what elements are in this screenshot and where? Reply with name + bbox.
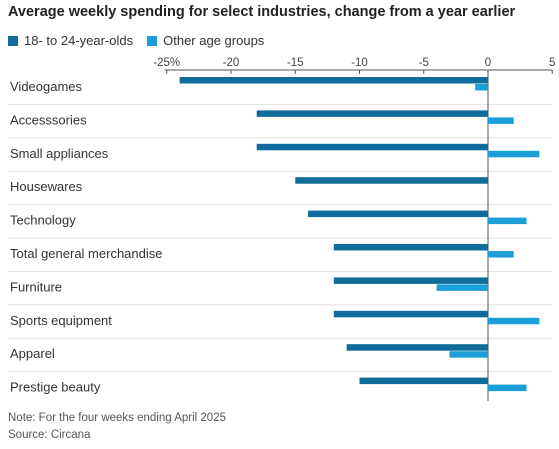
legend-swatch-other-ages: [147, 35, 158, 46]
category-label: Housewares: [10, 179, 83, 194]
chart-source: Source: Circana: [8, 429, 91, 441]
x-tick-label: -10: [351, 57, 368, 69]
x-tick-label: -5: [419, 57, 429, 69]
legend-label-18-to-24: 18- to 24-year-olds: [24, 33, 134, 48]
x-tick-label: -15: [287, 57, 304, 69]
bar-other-ages: [436, 284, 488, 291]
bar-other-ages: [488, 217, 527, 225]
category-label: Small appliances: [10, 146, 109, 161]
bar-other-ages: [488, 150, 540, 158]
bar-18-to-24: [333, 244, 488, 251]
legend-swatch-18-to-24: [8, 35, 18, 46]
bar-18-to-24: [333, 310, 488, 318]
bar-other-ages: [475, 84, 488, 91]
bar-18-to-24: [346, 344, 488, 351]
bar-other-ages: [488, 251, 514, 258]
bar-18-to-24: [295, 177, 488, 184]
x-tick-label: 5: [549, 57, 555, 69]
category-label: Furniture: [10, 279, 62, 294]
bar-other-ages: [449, 351, 488, 358]
category-label: Accesssories: [10, 112, 87, 127]
chart-title: Average weekly spending for select indus…: [8, 4, 516, 20]
bar-18-to-24: [256, 143, 488, 151]
category-label: Technology: [10, 213, 76, 228]
bar-18-to-24: [333, 277, 488, 284]
bar-other-ages: [488, 384, 527, 392]
category-label: Sports equipment: [10, 313, 112, 328]
category-label: Videogames: [10, 79, 83, 94]
x-tick-label: -25%: [153, 57, 180, 69]
category-label: Total general merchandise: [10, 246, 162, 261]
x-tick-label: 0: [485, 57, 491, 69]
legend-item-other-ages: Other age groups: [147, 33, 264, 48]
x-tick-label: -20: [223, 57, 240, 69]
legend-item-18-to-24: 18- to 24-year-olds: [8, 33, 133, 48]
category-label: Prestige beauty: [10, 380, 101, 395]
bar-other-ages: [488, 317, 540, 325]
legend: 18- to 24-year-olds Other age groups: [8, 33, 278, 48]
bar-18-to-24: [256, 110, 488, 117]
bar-other-ages: [488, 117, 514, 124]
legend-label-other-ages: Other age groups: [163, 33, 265, 48]
bar-18-to-24: [308, 210, 488, 218]
bar-18-to-24: [179, 77, 488, 84]
bar-18-to-24: [359, 377, 488, 385]
chart-note: Note: For the four weeks ending April 20…: [8, 412, 226, 424]
category-label: Apparel: [10, 346, 55, 361]
